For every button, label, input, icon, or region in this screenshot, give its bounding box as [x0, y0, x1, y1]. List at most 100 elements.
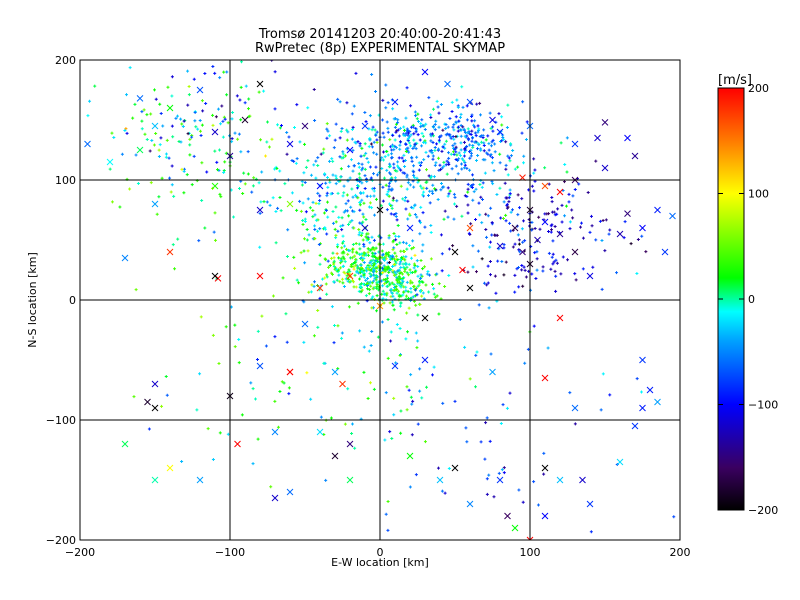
- scatter-point: [358, 208, 362, 212]
- scatter-point: [561, 255, 565, 259]
- scatter-point: [313, 224, 317, 228]
- scatter-cross: [616, 458, 624, 466]
- scatter-point: [482, 149, 486, 153]
- scatter-point: [358, 142, 362, 146]
- scatter-point: [110, 131, 114, 135]
- scatter-point: [218, 148, 222, 152]
- scatter-point: [404, 116, 408, 120]
- scatter-point: [412, 175, 416, 179]
- scatter-point: [365, 180, 369, 184]
- scatter-point: [437, 156, 441, 160]
- scatter-point: [226, 432, 230, 436]
- scatter-point: [449, 152, 453, 156]
- scatter-point: [546, 346, 550, 350]
- scatter-point: [329, 416, 333, 420]
- scatter-point: [306, 159, 310, 163]
- scatter-point: [407, 388, 411, 392]
- scatter-point: [473, 131, 477, 135]
- scatter-cross: [496, 476, 504, 484]
- scatter-point: [386, 500, 390, 504]
- scatter-point: [594, 238, 598, 242]
- scatter-point: [338, 136, 342, 140]
- scatter-point: [233, 131, 237, 135]
- scatter-point: [487, 142, 491, 146]
- scatter-point: [325, 273, 329, 277]
- scatter-point: [464, 426, 468, 430]
- scatter-point: [251, 462, 255, 466]
- scatter-point: [385, 280, 389, 284]
- scatter-cross: [444, 80, 451, 88]
- scatter-point: [371, 264, 375, 268]
- scatter-point: [271, 294, 275, 298]
- scatter-point: [384, 512, 388, 516]
- scatter-point: [347, 214, 351, 218]
- scatter-point: [441, 128, 445, 132]
- scatter-point: [382, 292, 386, 296]
- scatter-point: [488, 259, 492, 263]
- scatter-point: [215, 160, 219, 164]
- scatter-point: [372, 254, 376, 258]
- scatter-point: [269, 485, 273, 489]
- scatter-point: [392, 231, 396, 235]
- scatter-point: [382, 257, 386, 261]
- scatter-point: [423, 225, 427, 229]
- scatter-point: [405, 385, 409, 389]
- scatter-point: [450, 100, 454, 104]
- scatter-cross: [346, 272, 354, 280]
- scatter-point: [477, 303, 481, 307]
- scatter-point: [171, 135, 175, 139]
- scatter-point: [431, 125, 435, 129]
- scatter-point: [508, 188, 512, 192]
- scatter-point: [201, 109, 205, 113]
- scatter-point: [386, 528, 390, 532]
- scatter-point: [390, 257, 394, 261]
- scatter-point: [516, 233, 520, 237]
- scatter-point: [342, 285, 346, 289]
- scatter-point: [406, 199, 410, 203]
- scatter-point: [375, 152, 379, 156]
- scatter-point: [419, 276, 423, 280]
- scatter-point: [410, 247, 414, 251]
- scatter-cross: [271, 494, 279, 502]
- scatter-cross: [211, 272, 219, 280]
- scatter-point: [359, 274, 363, 278]
- scatter-point: [474, 270, 478, 274]
- scatter-point: [581, 236, 585, 240]
- scatter-point: [532, 480, 536, 484]
- scatter-point: [474, 218, 478, 222]
- scatter-point: [399, 301, 403, 305]
- scatter-point: [433, 163, 437, 167]
- scatter-point: [450, 167, 454, 171]
- scatter-point: [372, 186, 376, 190]
- scatter-point: [421, 211, 425, 215]
- scatter-point: [323, 276, 327, 280]
- scatter-point: [465, 166, 469, 170]
- scatter-point: [219, 195, 223, 199]
- scatter-cross: [301, 320, 309, 328]
- scatter-cross: [646, 386, 654, 394]
- chart-subtitle: RwPretec (8p) EXPERIMENTAL SKYMAP: [255, 41, 505, 56]
- scatter-point: [414, 331, 418, 335]
- scatter-point: [213, 71, 217, 75]
- scatter-point: [372, 269, 376, 273]
- scatter-point: [412, 173, 416, 177]
- scatter-point: [302, 249, 306, 253]
- scatter-point: [417, 161, 421, 165]
- scatter-point: [381, 185, 385, 189]
- scatter-point: [452, 217, 456, 221]
- scatter-point: [216, 107, 220, 111]
- x-axis-label: E-W location [km]: [331, 556, 429, 569]
- scatter-point: [604, 218, 608, 222]
- scatter-cross: [211, 128, 219, 136]
- scatter-point: [198, 129, 202, 133]
- scatter-point: [422, 190, 426, 194]
- scatter-point: [554, 289, 558, 293]
- scatter-point: [394, 146, 398, 150]
- scatter-point: [427, 96, 431, 100]
- scatter-point: [384, 252, 388, 256]
- scatter-cross: [654, 398, 661, 406]
- scatter-point: [466, 182, 470, 186]
- scatter-point: [392, 308, 396, 312]
- scatter-point: [409, 373, 413, 377]
- scatter-point: [462, 159, 466, 163]
